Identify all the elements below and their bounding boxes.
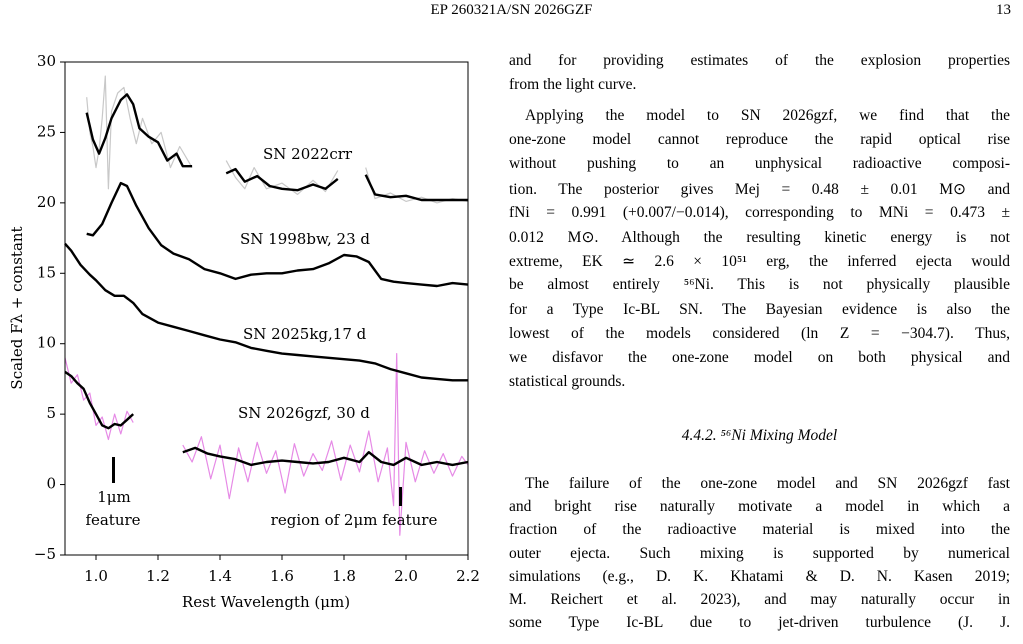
text-line: Applying the model to SN 2026gzf, we fin… xyxy=(525,107,1010,124)
x-tick-label: 2.0 xyxy=(394,567,418,585)
text-line: and bright rise naturally motivate a mod… xyxy=(509,498,1010,516)
y-axis-label: Scaled Fλ + constant xyxy=(8,226,26,389)
plot-frame xyxy=(64,61,469,556)
text-line: one-zone model cannot reproduce the rapi… xyxy=(509,131,1010,149)
spectrum-label: SN 2025kg,17 d xyxy=(243,325,367,343)
text-line: The failure of the one-zone model and SN… xyxy=(525,475,1010,492)
annotation: feature xyxy=(85,511,140,529)
text-line: be almost entirely ⁵⁶Ni. This is not phy… xyxy=(509,276,1010,294)
text-line: and for providing estimates of the explo… xyxy=(509,52,1010,69)
text-line: extreme, EK ≃ 2.6 × 10⁵¹ erg, the inferr… xyxy=(509,253,1010,271)
spectrum-label: SN 2022crr xyxy=(263,145,353,163)
text-line: tion. The posterior gives Mej = 0.48 ± 0… xyxy=(509,180,1010,198)
feature-marker xyxy=(399,487,402,506)
text-line: we disfavor the one-zone model on both p… xyxy=(509,349,1010,366)
text-line: lowest of the models considered (ln Z = … xyxy=(509,324,1010,342)
y-tick-label: −5 xyxy=(34,545,56,563)
smoothed-spectrum xyxy=(86,181,469,288)
text-line: outer ejecta. Such mixing is supported b… xyxy=(509,544,1010,562)
y-tick-label: 10 xyxy=(37,334,56,352)
y-tick-label: 15 xyxy=(37,263,56,281)
annotation: region of 2μm feature xyxy=(271,511,438,529)
feature-marker xyxy=(112,457,115,483)
text-line: fNi = 0.991 (+0.007/−0.014), correspondi… xyxy=(509,203,1010,221)
chart: Scaled Fλ + constant Rest Wavelength (μm… xyxy=(8,52,480,611)
text-line: simulations (e.g., D. K. Khatami & D. N.… xyxy=(509,567,1010,585)
section-heading: 4.4.2. ⁵⁶Ni Mixing Model xyxy=(681,427,838,444)
text-line: statistical grounds. xyxy=(509,373,626,391)
x-axis-label: Rest Wavelength (μm) xyxy=(182,593,350,611)
spectrum-label: SN 1998bw, 23 d xyxy=(240,230,370,248)
y-tick-label: 30 xyxy=(37,52,56,70)
spectrum-label: SN 2026gzf, 30 d xyxy=(238,404,370,422)
smoothed-spectrum xyxy=(64,242,468,382)
smoothed-spectrum xyxy=(64,370,469,467)
x-tick-label: 2.2 xyxy=(456,567,480,585)
y-tick-label: 25 xyxy=(37,122,56,140)
y-tick-label: 0 xyxy=(46,475,56,493)
y-tick-label: 20 xyxy=(37,193,56,211)
raw-spectrum xyxy=(64,353,469,536)
running-title: EP 260321A/SN 2026GZF xyxy=(430,2,593,18)
text-line: some Type Ic-BL due to jet-driven turbul… xyxy=(509,614,1010,632)
page-number: 13 xyxy=(996,2,1011,18)
text-line: without pushing to an unphysical radioac… xyxy=(509,155,1010,173)
smoothed-spectrum xyxy=(85,93,468,202)
x-tick-label: 1.4 xyxy=(208,567,232,585)
annotation: 1μm xyxy=(97,488,131,506)
y-tick-label: 5 xyxy=(46,404,56,422)
text-line: M. Reichert et al. 2023), and may natura… xyxy=(509,591,1010,608)
x-tick-label: 1.6 xyxy=(270,567,294,585)
text-line: 0.012 M⊙. Although the resulting kinetic… xyxy=(509,229,1010,246)
x-tick-label: 1.0 xyxy=(84,567,108,585)
text-line: for a Type Ic-BL SN. The Bayesian eviden… xyxy=(509,300,1010,318)
x-tick-label: 1.8 xyxy=(332,567,356,585)
raw-spectrum xyxy=(86,75,469,204)
text-line: from the light curve. xyxy=(509,75,637,93)
x-tick-label: 1.2 xyxy=(146,567,170,585)
text-line: fraction of the radioactive material is … xyxy=(509,521,1010,539)
